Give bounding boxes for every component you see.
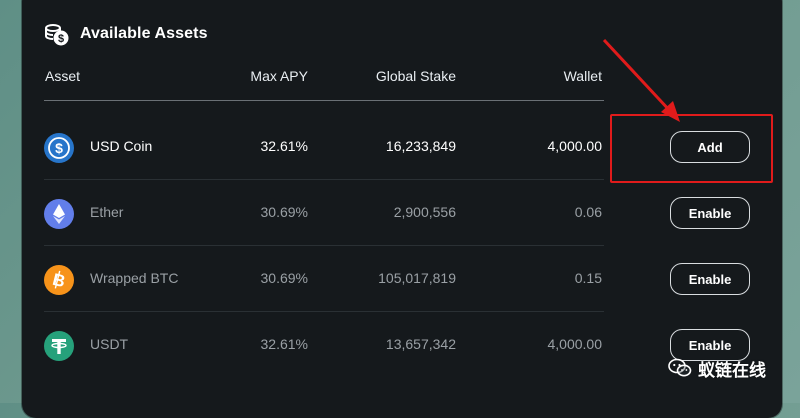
bitcoin-icon: B (44, 265, 74, 295)
max-apy-value: 32.61% (260, 138, 308, 154)
usd-coin-icon: $ (44, 133, 74, 163)
enable-button[interactable]: Enable (670, 263, 750, 295)
asset-name: USD Coin (90, 138, 153, 154)
column-header-global-stake: Global Stake (375, 68, 456, 84)
max-apy-value: 30.69% (260, 270, 308, 286)
column-header-max-apy: Max APY (250, 68, 308, 84)
wallet-balance: 0.06 (574, 204, 602, 220)
max-apy-value: 30.69% (260, 204, 308, 220)
wallet-balance: 4,000.00 (547, 138, 603, 154)
annotation-highlight-box (610, 114, 773, 183)
tether-icon (44, 331, 74, 361)
table-header: Asset Max APY Global Stake Wallet (22, 68, 782, 88)
column-header-wallet: Wallet (563, 68, 602, 84)
column-header-asset: Asset (45, 68, 81, 84)
row-divider (44, 311, 604, 312)
wechat-icon (668, 358, 692, 377)
table-row: Ether 30.69% 2,900,556 0.06 Enable (22, 180, 782, 246)
ether-icon (44, 199, 74, 229)
svg-text:$: $ (58, 33, 64, 45)
wallet-balance: 4,000.00 (547, 336, 603, 352)
svg-text:$: $ (55, 140, 63, 156)
global-stake-value: 13,657,342 (385, 336, 456, 352)
global-stake-value: 2,900,556 (393, 204, 456, 220)
enable-button[interactable]: Enable (670, 329, 750, 361)
watermark-text: 蚁链在线 (698, 360, 766, 380)
panel-title: Available Assets (80, 25, 208, 42)
global-stake-value: 16,233,849 (385, 138, 456, 154)
row-divider (44, 179, 604, 180)
wallet-balance: 0.15 (574, 270, 602, 286)
header-divider (44, 100, 604, 101)
svg-text:B: B (51, 270, 68, 291)
table-row: B Wrapped BTC 30.69% 105,017,819 0.15 En… (22, 246, 782, 312)
table-row: $ USD Coin 32.61% 16,233,849 4,000.00 Ad… (22, 114, 782, 180)
enable-button[interactable]: Enable (670, 197, 750, 229)
panel-header: $ Available Assets (44, 22, 208, 46)
max-apy-value: 32.61% (260, 336, 308, 352)
asset-name: USDT (90, 336, 129, 352)
asset-name: Ether (90, 204, 124, 220)
global-stake-value: 105,017,819 (378, 270, 456, 286)
coins-stack-icon: $ (45, 24, 69, 46)
watermark: 蚁链在线 (668, 355, 766, 381)
row-divider (44, 245, 604, 246)
add-button[interactable]: Add (670, 131, 750, 163)
asset-name: Wrapped BTC (90, 270, 179, 286)
table-row: USDT 32.61% 13,657,342 4,000.00 Enable (22, 312, 782, 378)
